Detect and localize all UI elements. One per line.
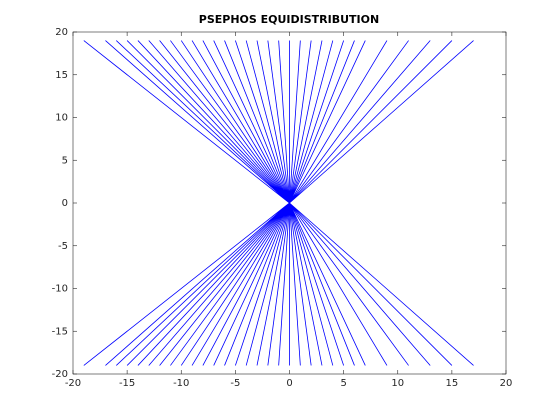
y-tick-label: -20 [52,369,68,380]
chart-title: PSEPHOS EQUIDISTRIBUTION [199,13,379,26]
x-tick-label: 0 [286,378,292,389]
y-tick-label: 10 [55,113,68,124]
y-tick-label: 5 [62,155,68,166]
x-tick-label: 20 [500,378,513,389]
data-line [83,40,474,366]
x-tick-label: 15 [446,378,459,389]
y-tick-label: -5 [58,241,68,252]
y-tick-label: 20 [55,27,68,38]
x-tick-label: -5 [230,378,240,389]
x-tick-label: -10 [173,378,189,389]
y-tick-label: -10 [52,284,68,295]
x-tick-label: -15 [119,378,135,389]
y-tick-label: 0 [62,198,68,209]
x-tick-label: 10 [391,378,404,389]
y-tick-label: 15 [55,70,68,81]
x-tick-label: 5 [340,378,346,389]
x-tick-label: -20 [65,378,81,389]
y-tick-label: -15 [52,326,68,337]
